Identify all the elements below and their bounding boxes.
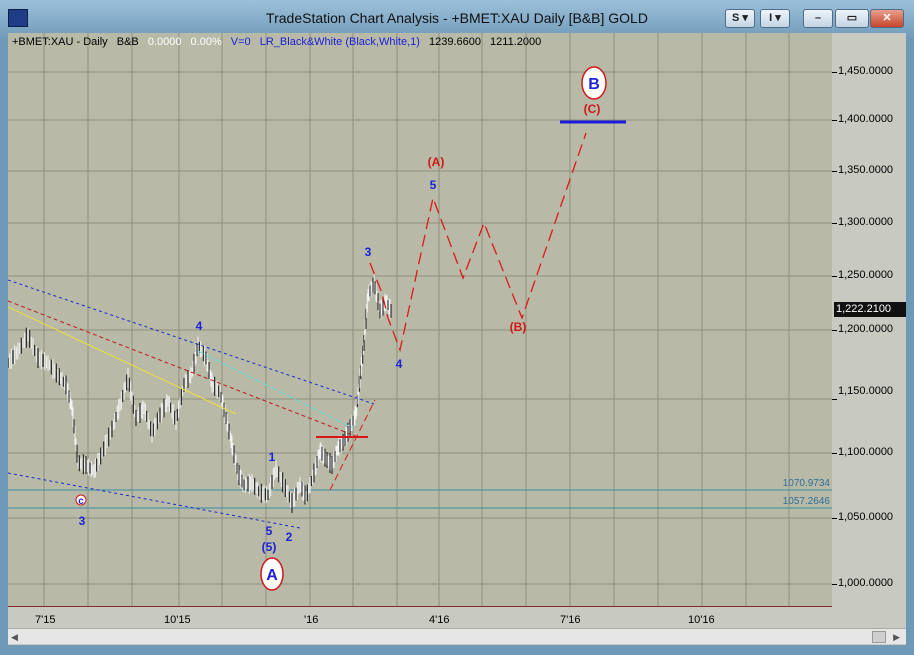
- y-tick-mark: [832, 518, 837, 519]
- horizontal-scrollbar[interactable]: ◀ ▶: [8, 628, 906, 644]
- wave-c-projection-label: (C): [584, 102, 601, 116]
- y-tick-mark: [832, 120, 837, 121]
- wave-1-label: 1: [269, 450, 276, 464]
- chart-area: B A c 3 4 1 5 (5) 2 3 4 5 (A): [7, 33, 906, 645]
- wave-2-label: 2: [286, 530, 293, 544]
- last-price-tag: 1,222.2100: [834, 302, 906, 317]
- style-label: B&B: [116, 36, 139, 48]
- support-1-value: 1070.9734: [783, 478, 831, 489]
- close-button[interactable]: ✕: [870, 9, 904, 28]
- price-bars: [7, 273, 392, 513]
- wave-b-label: B: [588, 76, 600, 93]
- y-tick-label: 1,250.0000: [838, 269, 894, 281]
- wave-5-paren-label: (5): [262, 540, 277, 554]
- y-tick-mark: [832, 223, 837, 224]
- wave-a-label: A: [266, 567, 278, 584]
- i-menu-button[interactable]: I ▾: [760, 9, 790, 28]
- x-tick-label: 7'16: [560, 614, 581, 626]
- y-tick-mark: [832, 72, 837, 73]
- wave-5-small-label: 5: [266, 524, 273, 538]
- scroll-right-arrow-icon[interactable]: ▶: [893, 632, 900, 642]
- wave-b-circle: [581, 66, 607, 100]
- scroll-thumb[interactable]: [872, 631, 886, 643]
- wave-4-right-label: 4: [396, 357, 403, 371]
- support-2-value: 1057.2646: [783, 496, 831, 507]
- x-tick-label: 7'15: [35, 614, 56, 626]
- y-tick-label: 1,450.0000: [838, 65, 894, 77]
- cyan-trend-line[interactable]: [197, 350, 354, 429]
- x-tick-label: 4'16: [429, 614, 450, 626]
- y-tick-label: 1,100.0000: [838, 446, 894, 458]
- yellow-trend-line[interactable]: [7, 306, 237, 415]
- symbol-label: +BMET:XAU - Daily: [12, 36, 108, 48]
- plot-area[interactable]: B A c 3 4 1 5 (5) 2 3 4 5 (A): [7, 33, 832, 606]
- wave-a-circle: [260, 557, 284, 591]
- wave-a-projection-label: (A): [428, 155, 445, 169]
- indicator-label: LR_Black&White (Black,White,1): [259, 36, 420, 48]
- price-chart-svg: B A c 3 4 1 5 (5) 2 3 4 5 (A): [7, 33, 832, 606]
- y-tick-label: 1,150.0000: [838, 385, 894, 397]
- projection-labels: (A) (B) (C): [428, 102, 601, 334]
- minimize-button[interactable]: –: [803, 9, 833, 28]
- change-pct-value: 0.00%: [190, 36, 222, 48]
- y-tick-mark: [832, 171, 837, 172]
- y-tick-label: 1,350.0000: [838, 164, 894, 176]
- y-tick-label: 1,300.0000: [838, 216, 894, 228]
- price-axis[interactable]: 1,450.0000 1,400.0000 1,350.0000 1,300.0…: [832, 33, 906, 606]
- red-rise-line[interactable]: [329, 399, 376, 491]
- chart-info-bar: +BMET:XAU - Daily B&B 0.0000 0.00% V=0 L…: [12, 36, 547, 48]
- y-tick-label: 1,400.0000: [838, 113, 894, 125]
- channel-lower-line[interactable]: [7, 472, 301, 529]
- y-tick-label: 1,200.0000: [838, 323, 894, 335]
- y-tick-mark: [832, 453, 837, 454]
- wave-b-projection-label: (B): [510, 320, 527, 334]
- title-bar[interactable]: TradeStation Chart Analysis - +BMET:XAU …: [0, 0, 914, 34]
- time-axis[interactable]: 7'15 10'15 '16 4'16 7'16 10'16: [8, 606, 832, 629]
- maximize-button[interactable]: ▭: [835, 9, 869, 28]
- y-tick-mark: [832, 330, 837, 331]
- window-title: TradeStation Chart Analysis - +BMET:XAU …: [266, 10, 648, 26]
- wave-c-label: c: [78, 496, 84, 507]
- wave-3-top-label: 3: [365, 245, 372, 259]
- y-tick-label: 1,050.0000: [838, 511, 894, 523]
- s-menu-button[interactable]: S ▾: [725, 9, 755, 28]
- change-value: 0.0000: [147, 36, 182, 48]
- wave-3-left-label: 3: [79, 514, 86, 528]
- projection-path[interactable]: [369, 132, 587, 353]
- y-tick-mark: [832, 584, 837, 585]
- tradestation-app-icon: [8, 9, 28, 27]
- support-level-labels: 1070.9734 1057.2646: [783, 478, 831, 507]
- y-tick-label: 1,000.0000: [838, 577, 894, 589]
- channel-upper-line[interactable]: [7, 279, 375, 405]
- grid: [8, 33, 832, 606]
- wave-c-circle: [75, 494, 87, 506]
- scroll-left-arrow-icon[interactable]: ◀: [11, 632, 18, 642]
- x-tick-label: 10'16: [688, 614, 715, 626]
- wave-labels: B A c 3 4 1 5 (5) 2 3 4 5: [75, 66, 607, 591]
- low-value: 1211.2000: [490, 36, 542, 48]
- regression-mid-line[interactable]: [7, 300, 359, 438]
- wave-5-projection-label: 5: [430, 178, 437, 192]
- y-tick-mark: [832, 276, 837, 277]
- volume-value: V=0: [230, 36, 251, 48]
- x-tick-label: '16: [304, 614, 319, 626]
- x-tick-label: 10'15: [164, 614, 191, 626]
- high-value: 1239.6600: [428, 36, 481, 48]
- wave-4-left-label: 4: [196, 319, 203, 333]
- y-tick-mark: [832, 399, 837, 400]
